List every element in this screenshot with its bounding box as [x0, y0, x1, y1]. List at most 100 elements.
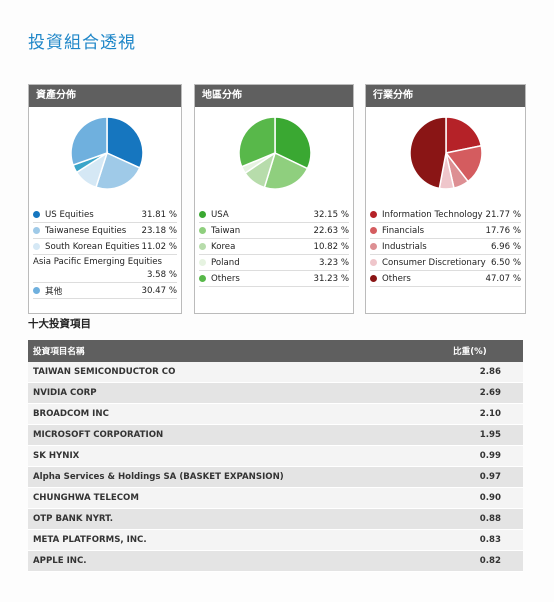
region-allocation-panel: 地區分佈 USA 32.15 % Taiwan 22.63 % Korea 10.82 %… — [194, 84, 354, 314]
holdings-table-header: 投資項目名稱 比重(%) — [28, 340, 523, 362]
legend-dot-icon — [33, 243, 40, 250]
legend-dot-icon — [370, 211, 377, 218]
legend-label: South Korean Equities — [45, 241, 140, 252]
region-pie-slice — [238, 116, 276, 168]
holding-name: META PLATFORMS, INC. — [33, 535, 147, 545]
industry-pie-slice — [409, 116, 447, 190]
holding-weight: 2.69 — [479, 388, 501, 398]
legend-item: USA 32.15 % — [199, 207, 349, 223]
table-row: NVIDIA CORP 2.69 — [28, 383, 523, 404]
legend-dot-icon — [199, 211, 206, 218]
holding-name: Alpha Services & Holdings SA (BASKET EXP… — [33, 472, 284, 482]
holding-weight: 0.83 — [479, 535, 501, 545]
legend-label: Financials — [382, 225, 425, 236]
legend-item: Financials 17.76 % — [370, 223, 521, 239]
legend-item: Korea 10.82 % — [199, 239, 349, 255]
legend-label: Korea — [211, 241, 236, 252]
legend-item: Others 31.23 % — [199, 271, 349, 287]
legend-value: 17.76 % — [485, 225, 522, 236]
legend-value: 6.96 % — [490, 241, 521, 252]
legend-dot-icon — [199, 259, 206, 266]
legend-item: Poland 3.23 % — [199, 255, 349, 271]
legend-dot-icon — [199, 227, 206, 234]
asset-pie-slice — [106, 116, 144, 169]
legend-label: Consumer Discretionary — [382, 257, 486, 268]
legend-value: 31.23 % — [313, 273, 350, 284]
table-row: SK HYNIX 0.99 — [28, 446, 523, 467]
holdings-table: 投資項目名稱 比重(%) TAIWAN SEMICONDUCTOR CO 2.86… — [28, 340, 523, 572]
legend-item: Asia Pacific Emerging Equities 3.58 % — [33, 255, 177, 283]
asset-pie-chart — [70, 116, 144, 190]
legend-dot-icon — [199, 243, 206, 250]
holding-weight: 0.82 — [479, 556, 501, 566]
legend-value: 47.07 % — [485, 273, 522, 284]
legend-value: 6.50 % — [490, 257, 521, 268]
legend-item: Information Technology 21.77 % — [370, 207, 521, 223]
industry-allocation-header: 行業分佈 — [366, 85, 525, 107]
industry-pie-slice — [444, 144, 483, 183]
top10-title: 十大投資項目 — [28, 318, 91, 330]
legend-value: 3.23 % — [318, 257, 349, 268]
column-header-weight: 比重(%) — [453, 347, 487, 357]
legend-item: Taiwan 22.63 % — [199, 223, 349, 239]
holding-name: BROADCOM INC — [33, 409, 109, 419]
region-pie-chart — [238, 116, 312, 190]
legend-label: USA — [211, 209, 229, 220]
asset-allocation-header: 資產分佈 — [29, 85, 181, 107]
legend-label: Others — [382, 273, 411, 284]
table-row: APPLE INC. 0.82 — [28, 551, 523, 572]
asset-pie-slice — [70, 116, 108, 167]
legend-label: Poland — [211, 257, 240, 268]
holding-weight: 1.95 — [479, 430, 501, 440]
legend-item: Others 47.07 % — [370, 271, 521, 287]
region-legend: USA 32.15 % Taiwan 22.63 % Korea 10.82 % Polan… — [199, 207, 349, 287]
region-pie-slice — [263, 151, 309, 190]
region-pie-slice — [274, 116, 312, 170]
holding-weight: 0.88 — [479, 514, 501, 524]
holding-name: TAIWAN SEMICONDUCTOR CO — [33, 367, 176, 377]
column-header-name: 投資項目名稱 — [33, 347, 85, 357]
holding-name: SK HYNIX — [33, 451, 80, 461]
legend-label: Others — [211, 273, 240, 284]
industry-pie-slice — [445, 116, 483, 154]
legend-value: 21.77 % — [485, 209, 522, 220]
region-allocation-header: 地區分佈 — [195, 85, 353, 107]
legend-item: US Equities 31.81 % — [33, 207, 177, 223]
legend-value: 11.02 % — [141, 241, 178, 252]
asset-allocation-panel: 資產分佈 US Equities 31.81 % Taiwanese Equitie… — [28, 84, 182, 314]
legend-item: Industrials 6.96 % — [370, 239, 521, 255]
industry-pie-chart — [409, 116, 483, 190]
table-row: META PLATFORMS, INC. 0.83 — [28, 530, 523, 551]
legend-value: 31.81 % — [141, 209, 178, 220]
legend-dot-icon — [370, 275, 377, 282]
legend-item: South Korean Equities 11.02 % — [33, 239, 177, 255]
page-title: 投資組合透視 — [28, 33, 136, 53]
legend-dot-icon — [33, 211, 40, 218]
legend-value: 30.47 % — [141, 285, 178, 296]
legend-value: 3.58 % — [146, 270, 177, 280]
holding-weight: 2.86 — [479, 367, 501, 377]
asset-legend: US Equities 31.81 % Taiwanese Equities 23.1… — [33, 207, 177, 299]
legend-label: Taiwan — [211, 225, 241, 236]
holding-weight: 0.90 — [479, 493, 501, 503]
table-row: OTP BANK NYRT. 0.88 — [28, 509, 523, 530]
holding-weight: 0.97 — [479, 472, 501, 482]
holding-name: NVIDIA CORP — [33, 388, 97, 398]
legend-label: US Equities — [45, 209, 94, 220]
table-row: TAIWAN SEMICONDUCTOR CO 2.86 — [28, 362, 523, 383]
industry-legend: Information Technology 21.77 % Financials 1… — [370, 207, 521, 287]
legend-value: 10.82 % — [313, 241, 350, 252]
holding-weight: 0.99 — [479, 451, 501, 461]
legend-item: Consumer Discretionary 6.50 % — [370, 255, 521, 271]
legend-value: 32.15 % — [313, 209, 350, 220]
table-row: MICROSOFT CORPORATION 1.95 — [28, 425, 523, 446]
legend-dot-icon — [33, 287, 40, 294]
legend-label: Industrials — [382, 241, 427, 252]
holding-name: OTP BANK NYRT. — [33, 514, 113, 524]
legend-value: 23.18 % — [141, 225, 178, 236]
industry-allocation-panel: 行業分佈 Information Technology 21.77 % Financ… — [365, 84, 526, 314]
legend-label: Taiwanese Equities — [45, 225, 127, 236]
table-row: Alpha Services & Holdings SA (BASKET EXP… — [28, 467, 523, 488]
holding-name: CHUNGHWA TELECOM — [33, 493, 139, 503]
legend-value: 22.63 % — [313, 225, 350, 236]
